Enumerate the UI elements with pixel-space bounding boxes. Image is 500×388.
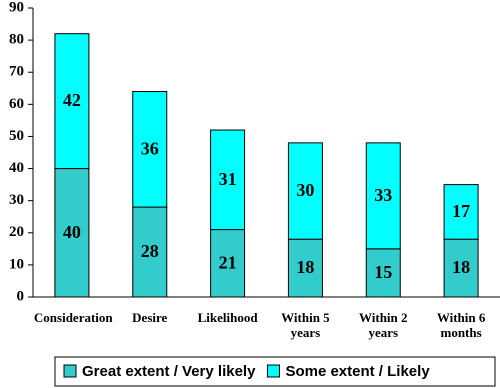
value-label: 18 <box>296 257 314 277</box>
x-tick-label: Consideration <box>33 310 113 325</box>
bar-segment <box>287 238 323 298</box>
value-label: 30 <box>296 180 314 200</box>
legend-label: Great extent / Very likely <box>82 363 256 380</box>
y-tick-label: 70 <box>9 64 24 80</box>
y-tick-label: 80 <box>9 32 24 48</box>
value-label: 18 <box>452 257 470 277</box>
value-label: 15 <box>374 262 392 282</box>
y-tick-label: 0 <box>17 288 25 304</box>
value-label: 28 <box>141 241 159 261</box>
legend-swatch <box>266 364 280 378</box>
bar-segment <box>443 184 479 240</box>
x-tick-label: Within 5 years <box>281 310 330 340</box>
value-label: 40 <box>63 222 81 242</box>
value-label: 21 <box>219 252 237 272</box>
x-tick-label: Desire <box>132 310 168 325</box>
y-tick-label: 60 <box>9 96 24 112</box>
x-tick-label: Likelihood <box>197 310 258 325</box>
value-label: 31 <box>219 169 237 189</box>
y-tick-label: 90 <box>9 0 24 15</box>
bar-segment <box>54 33 90 170</box>
bar-segment <box>210 229 246 298</box>
y-tick-label: 50 <box>9 128 24 144</box>
y-tick-label: 40 <box>9 160 24 176</box>
y-tick-label: 30 <box>9 192 24 208</box>
bar-segment <box>365 142 401 250</box>
bar-segment <box>132 206 168 298</box>
value-label: 33 <box>374 185 392 205</box>
bar-segment <box>365 248 401 298</box>
bar-segment <box>287 142 323 240</box>
value-label: 17 <box>452 201 470 221</box>
bar-segment <box>54 168 90 298</box>
legend-swatch <box>63 364 77 378</box>
y-tick-label: 20 <box>9 224 24 240</box>
bar-segment <box>210 129 246 231</box>
bar-segment <box>132 90 168 208</box>
bar-segment <box>443 238 479 298</box>
value-label: 36 <box>141 138 159 158</box>
x-tick-label: Within 2 years <box>358 310 408 340</box>
y-tick-label: 10 <box>9 256 24 272</box>
legend-label: Some extent / Likely <box>285 363 430 380</box>
x-tick-label: Within 6 months <box>436 310 486 340</box>
value-label: 42 <box>63 90 81 110</box>
